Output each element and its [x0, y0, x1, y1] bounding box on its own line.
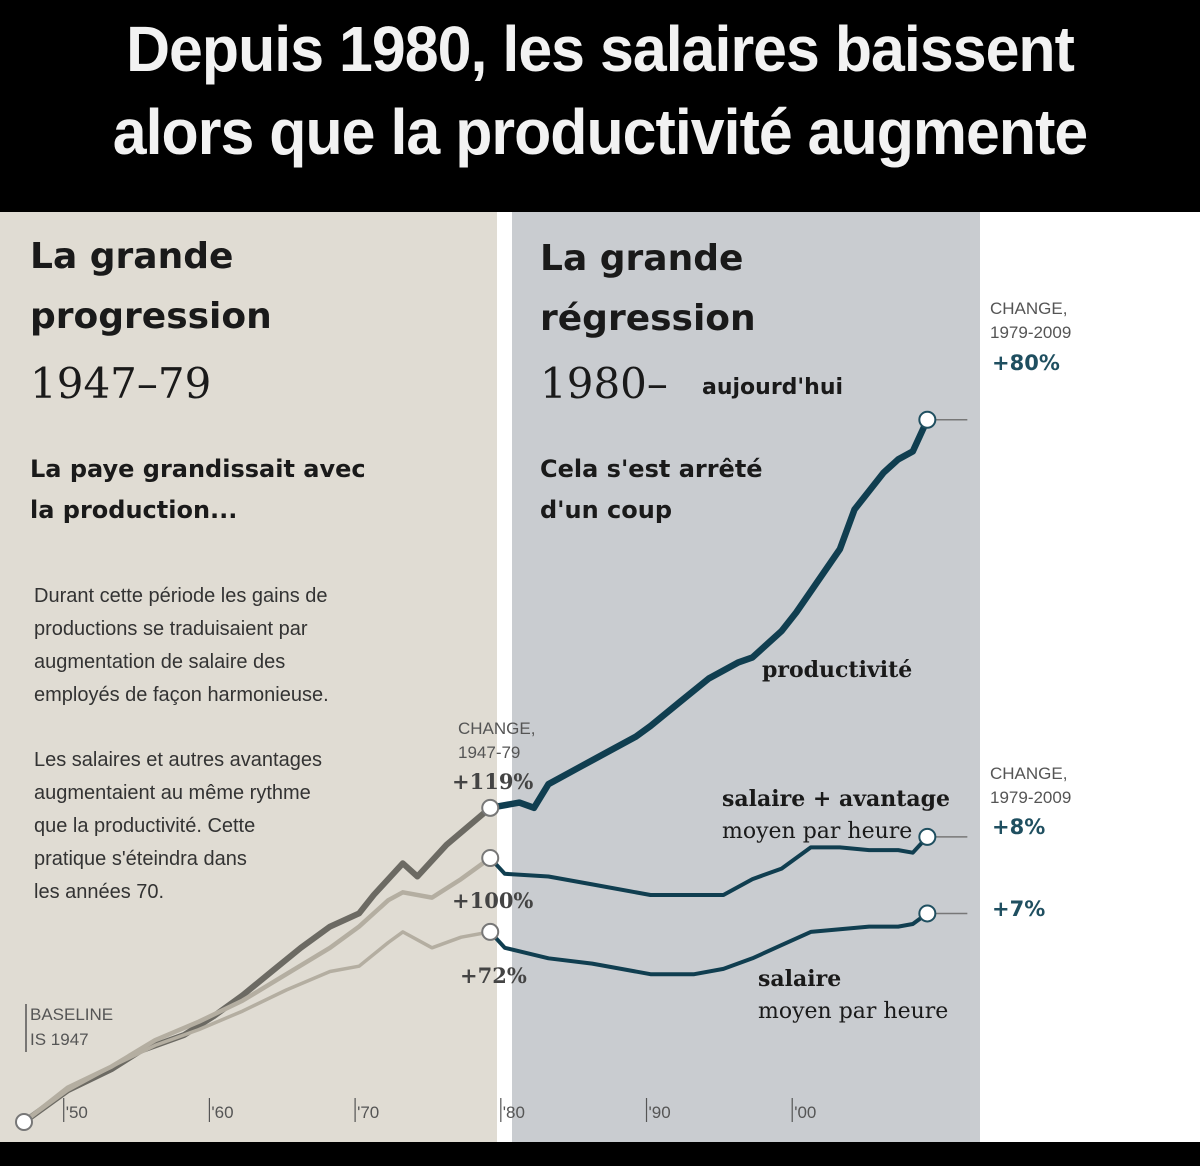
x-axis-tick-label: '50	[66, 1103, 88, 1122]
left-period: 1947–79	[30, 359, 211, 408]
right-subtitle-line-1: Cela s'est arrêté	[540, 455, 763, 483]
productivity-series-label: productivité	[762, 657, 912, 683]
left-paragraph-2-line: augmentaient au même rythme	[34, 782, 311, 804]
left-paragraph-1: Durant cette période les gains de product…	[34, 585, 329, 706]
left-title-line-1: La grande	[30, 236, 233, 277]
left-paragraph-2-line: les années 70.	[34, 881, 164, 903]
change-label-1947: CHANGE,	[458, 719, 535, 738]
left-panel-background	[0, 212, 497, 1142]
wage-line-1979-marker	[481, 922, 500, 941]
baseline-origin-marker	[15, 1113, 33, 1131]
left-title-line-2: progression	[30, 296, 272, 337]
productivity-line-2009-marker	[918, 410, 937, 429]
compensation-series-label-line-1: salaire + avantage	[722, 786, 950, 812]
change-range-1979-top: 1979-2009	[990, 323, 1071, 342]
headline-banner: Depuis 1980, les salaires baissent alors…	[0, 0, 1200, 212]
panel-divider	[497, 212, 512, 1142]
right-margin-background	[980, 212, 1200, 1142]
left-paragraph-2-line: que la productivité. Cette	[34, 815, 255, 837]
left-subtitle-line-1: La paye grandissait avec	[30, 455, 366, 483]
productivity-line-1979-2009	[486, 416, 931, 812]
left-paragraph-1-line: augmentation de salaire des	[34, 651, 285, 673]
left-paragraph-2: Les salaires et autres avantages augmenta…	[34, 749, 322, 903]
productivity-line-1979-marker	[481, 798, 500, 817]
wage-line-1979-2009	[488, 911, 930, 977]
compensation-change-1979-2009: +8%	[992, 815, 1045, 839]
productivity-change-1947-79: +119%	[452, 769, 533, 794]
compensation-series-label-line-2: moyen par heure	[722, 819, 912, 844]
compensation-line-2009-marker	[918, 827, 937, 846]
right-panel-background	[512, 212, 980, 1142]
wage-series-label-line-2: moyen par heure	[758, 999, 948, 1024]
left-paragraph-2-line: pratique s'éteindra dans	[34, 848, 247, 870]
x-axis-tick-label: '60	[211, 1103, 233, 1122]
left-paragraph-2-line: Les salaires et autres avantages	[34, 749, 322, 771]
wage-line-2009-marker	[918, 904, 937, 923]
left-paragraph-1-line: Durant cette période les gains de	[34, 585, 328, 607]
headline-line-2: alors que la productivité augmente	[112, 96, 1088, 168]
end-markers	[15, 410, 968, 1131]
x-axis-tick-label: '00	[794, 1103, 816, 1122]
headline-line-1: Depuis 1980, les salaires baissent	[126, 13, 1075, 85]
left-subtitle-line-2: la production...	[30, 496, 237, 524]
x-axis-tick-label: '70	[357, 1103, 379, 1122]
series-1947-79	[21, 804, 494, 1125]
change-label-1979-top: CHANGE,	[990, 299, 1067, 318]
series-1979-2009	[486, 416, 931, 977]
change-label-1979-mid: CHANGE,	[990, 764, 1067, 783]
x-axis-ticks: '50 '60 '70 '80 '90 '00	[63, 1098, 816, 1122]
right-title-line-2: régression	[540, 298, 756, 339]
wage-change-1979-2009: +7%	[992, 897, 1045, 921]
wage-change-1947-79: +72%	[460, 963, 527, 988]
right-period-suffix: aujourd'hui	[702, 375, 843, 400]
compensation-change-1947-79: +100%	[452, 888, 533, 913]
x-axis-tick-label: '90	[649, 1103, 671, 1122]
wage-line-1947-79	[22, 930, 492, 1124]
left-paragraph-1-line: employés de façon harmonieuse.	[34, 684, 329, 706]
x-axis-tick-label: '80	[503, 1103, 525, 1122]
productivity-change-1979-2009: +80%	[992, 351, 1060, 375]
compensation-line-1979-marker	[481, 849, 500, 867]
change-range-1979-mid: 1979-2009	[990, 788, 1071, 807]
right-subtitle-line-2: d'un coup	[540, 496, 672, 524]
change-range-1947: 1947-79	[458, 743, 520, 762]
right-period: 1980–	[540, 359, 668, 408]
left-paragraph-1-line: productions se traduisaient par	[34, 618, 308, 640]
compensation-line-1979-2009	[488, 834, 930, 897]
bottom-strip	[0, 1142, 1200, 1166]
baseline-label-line-1: BASELINE	[30, 1005, 113, 1024]
right-title-line-1: La grande	[540, 238, 743, 279]
baseline-label-line-2: IS 1947	[30, 1030, 89, 1049]
chart: La grande progression 1947–79 La paye gr…	[0, 212, 1200, 1166]
wage-series-label-line-1: salaire	[758, 966, 841, 992]
